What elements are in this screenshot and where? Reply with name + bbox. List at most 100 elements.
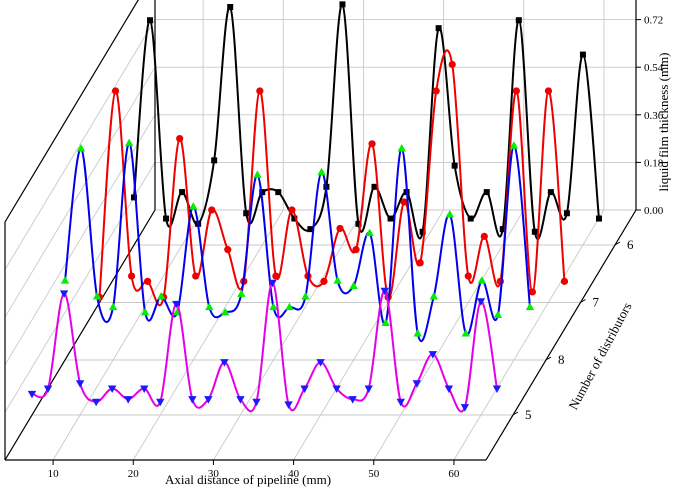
x-axis-label: Axial distance of pipeline (mm) xyxy=(165,472,331,487)
marker-circle xyxy=(288,206,296,214)
marker-triangle-up xyxy=(333,276,342,284)
grid-line-floor-x xyxy=(453,209,605,461)
marker-triangle-down xyxy=(107,385,117,394)
marker-triangle-up xyxy=(60,276,70,284)
z-tick xyxy=(614,241,621,246)
marker-triangle-up xyxy=(221,307,230,316)
marker-triangle-down xyxy=(59,290,69,298)
marker-square xyxy=(499,226,506,233)
marker-triangle-up xyxy=(269,302,278,311)
marker-triangle-up xyxy=(445,210,454,218)
marker-triangle-down xyxy=(140,385,149,394)
marker-square xyxy=(259,189,266,196)
marker-circle xyxy=(400,198,408,206)
marker-circle xyxy=(464,272,472,280)
marker-square xyxy=(435,25,442,32)
grid-line-floor-x xyxy=(132,209,284,461)
marker-circle xyxy=(272,272,280,280)
marker-triangle-down xyxy=(316,359,325,367)
y-axis-label: liquid film thickness (mm) xyxy=(656,52,671,191)
marker-triangle-up xyxy=(413,329,422,337)
marker-triangle-up xyxy=(349,281,358,289)
z-tick xyxy=(580,299,586,303)
marker-circle xyxy=(416,259,424,267)
marker-triangle-down xyxy=(492,385,502,394)
marker-square xyxy=(387,215,394,222)
marker-circle xyxy=(448,60,456,69)
marker-triangle-up xyxy=(525,302,535,311)
marker-triangle-down xyxy=(460,404,470,412)
marker-square xyxy=(339,1,346,8)
series-group xyxy=(27,1,602,413)
grid-line-side-y xyxy=(4,0,139,223)
frame-edge xyxy=(485,209,637,461)
marker-circle xyxy=(336,224,344,233)
x-tick-label: 20 xyxy=(128,468,140,480)
marker-square xyxy=(515,17,522,24)
marker-square xyxy=(131,194,137,201)
marker-triangle-down xyxy=(444,385,454,394)
z-tick-label: 7 xyxy=(593,295,600,310)
z-tick-label: 6 xyxy=(627,237,634,252)
marker-circle xyxy=(127,272,136,280)
marker-square xyxy=(211,157,218,164)
marker-square xyxy=(179,189,186,196)
z-axis-label: Number of distributors xyxy=(565,300,634,412)
grid-line-floor-x xyxy=(213,209,364,461)
marker-triangle-down xyxy=(396,398,405,407)
marker-triangle-up xyxy=(461,329,471,337)
marker-triangle-down xyxy=(156,398,165,407)
marker-square xyxy=(275,189,282,196)
marker-circle xyxy=(192,272,200,280)
marker-triangle-up xyxy=(397,143,406,152)
x-tick-label: 50 xyxy=(368,468,380,480)
marker-triangle-up xyxy=(76,143,86,152)
marker-circle xyxy=(368,140,376,148)
marker-square xyxy=(579,51,586,58)
marker-square xyxy=(307,226,314,233)
marker-triangle-down xyxy=(380,287,389,296)
marker-circle xyxy=(176,134,184,143)
marker-triangle-up xyxy=(140,307,150,316)
marker-triangle-up xyxy=(205,302,214,311)
marker-circle xyxy=(208,206,216,214)
marker-triangle-up xyxy=(381,318,390,326)
grid-line-side-y xyxy=(4,66,156,318)
x-tick-label: 60 xyxy=(448,468,460,480)
marker-square xyxy=(355,220,362,227)
marker-triangle-up xyxy=(317,167,326,176)
marker-triangle-down xyxy=(220,359,229,367)
marker-triangle-up xyxy=(493,310,503,319)
grid-line-side-y xyxy=(4,19,156,270)
marker-triangle-down xyxy=(252,398,261,407)
grid-line-side-y xyxy=(4,162,156,413)
marker-triangle-up xyxy=(285,302,294,311)
marker-triangle-up xyxy=(189,202,198,210)
marker-triangle-down xyxy=(412,380,421,388)
marker-triangle-down xyxy=(476,298,486,306)
marker-triangle-up xyxy=(253,170,262,178)
marker-triangle-up xyxy=(301,292,310,300)
y-tick-label: 0.72 xyxy=(644,15,663,27)
grid-line-floor-x xyxy=(293,209,444,461)
marker-square xyxy=(451,162,458,169)
marker-circle xyxy=(224,246,232,254)
frame-edge xyxy=(4,209,156,461)
marker-triangle-up xyxy=(365,228,374,237)
marker-triangle-down xyxy=(332,385,341,394)
marker-triangle-down xyxy=(188,396,197,404)
y-tick-label: 0.18 xyxy=(644,157,664,169)
marker-circle xyxy=(144,277,152,285)
y-tick-label: 0.36 xyxy=(644,110,664,122)
grid-line-floor-x xyxy=(373,209,525,461)
grid-line-side-y xyxy=(4,114,156,366)
frame-edge xyxy=(4,0,139,223)
x-tick-label: 40 xyxy=(288,468,300,480)
marker-square xyxy=(467,215,474,222)
marker-square xyxy=(163,215,170,222)
y-tick-label: 0.00 xyxy=(644,205,664,217)
z-tick xyxy=(545,356,552,361)
marker-triangle-down xyxy=(236,396,245,404)
marker-triangle-down xyxy=(43,385,53,394)
